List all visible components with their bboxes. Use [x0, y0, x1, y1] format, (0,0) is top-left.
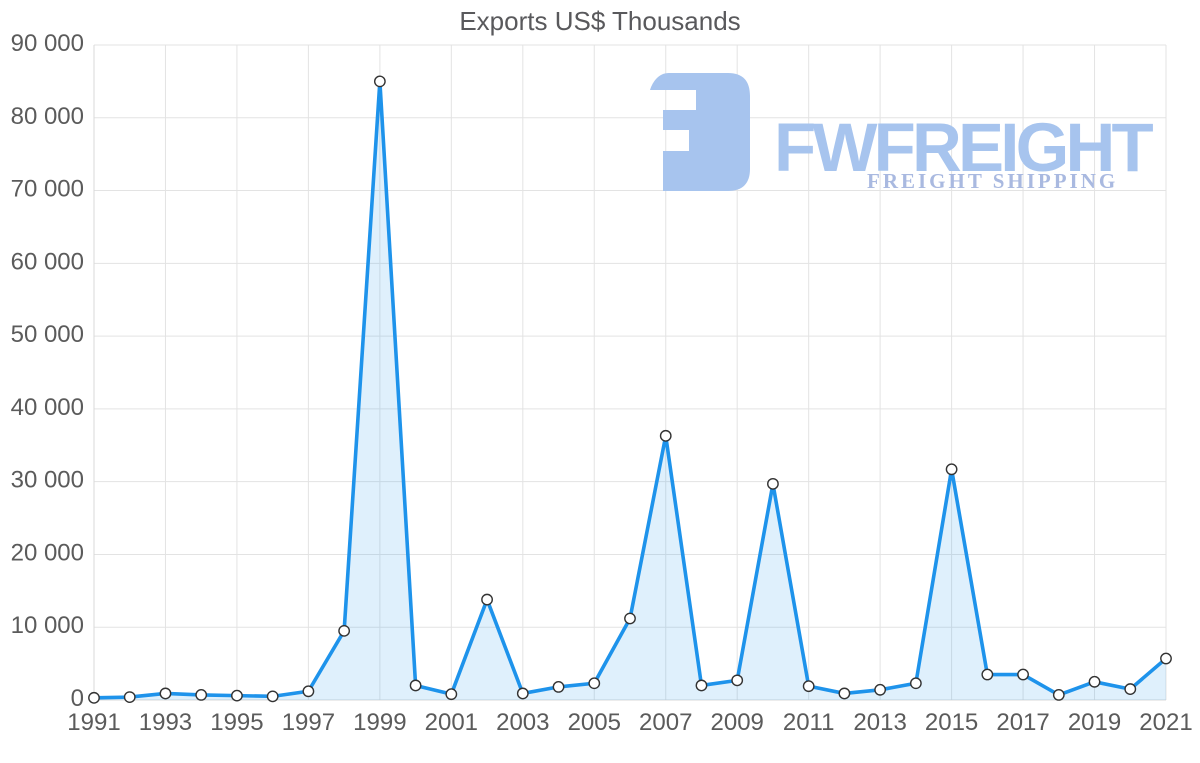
svg-text:2015: 2015: [925, 709, 978, 736]
svg-text:1997: 1997: [282, 709, 335, 736]
svg-text:1993: 1993: [139, 709, 192, 736]
svg-text:40 000: 40 000: [11, 394, 84, 421]
svg-text:2003: 2003: [496, 709, 549, 736]
svg-text:10 000: 10 000: [11, 612, 84, 639]
svg-text:2013: 2013: [853, 709, 906, 736]
svg-text:2009: 2009: [711, 709, 764, 736]
svg-text:60 000: 60 000: [11, 248, 84, 275]
svg-text:20 000: 20 000: [11, 539, 84, 566]
svg-text:2011: 2011: [783, 709, 835, 736]
svg-text:2005: 2005: [568, 709, 621, 736]
svg-text:2001: 2001: [425, 709, 478, 736]
svg-text:1999: 1999: [353, 709, 406, 736]
svg-text:80 000: 80 000: [11, 103, 84, 130]
svg-text:2019: 2019: [1068, 709, 1121, 736]
svg-text:2007: 2007: [639, 709, 692, 736]
svg-text:1995: 1995: [210, 709, 263, 736]
svg-text:50 000: 50 000: [11, 321, 84, 348]
svg-text:70 000: 70 000: [11, 176, 84, 203]
svg-text:0: 0: [71, 685, 84, 712]
svg-text:2021: 2021: [1139, 709, 1192, 736]
svg-text:2017: 2017: [996, 709, 1049, 736]
svg-text:FREIGHT SHIPPING: FREIGHT SHIPPING: [867, 169, 1118, 193]
svg-text:1991: 1991: [67, 709, 120, 736]
svg-text:30 000: 30 000: [11, 467, 84, 494]
